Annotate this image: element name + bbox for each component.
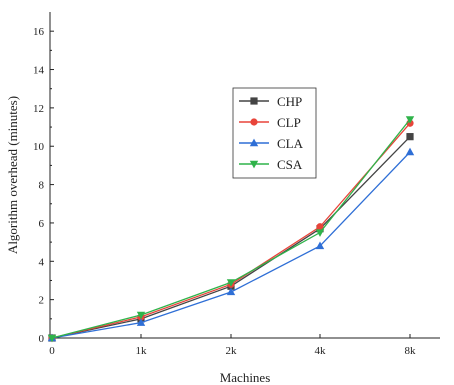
data-point	[136, 311, 146, 320]
legend-item-chp: CHP	[239, 94, 302, 109]
data-point	[226, 287, 236, 296]
legend-label: CHP	[277, 94, 302, 109]
series-clp	[48, 119, 414, 342]
data-point	[315, 241, 325, 250]
data-point	[316, 223, 324, 231]
series-line	[51, 118, 411, 339]
y-tick-label: 14	[33, 65, 45, 77]
data-point	[249, 138, 259, 147]
data-point	[249, 160, 259, 169]
y-tick-label: 6	[39, 218, 45, 230]
legend-label: CSA	[277, 157, 303, 172]
data-point	[226, 279, 236, 287]
data-point	[405, 116, 415, 124]
series-line	[51, 122, 411, 339]
legend-label: CLA	[277, 136, 304, 151]
data-point	[47, 334, 57, 343]
data-point	[136, 318, 146, 326]
series-line	[51, 151, 411, 339]
y-tick-label: 12	[33, 103, 44, 115]
x-tick-label: 2k	[226, 345, 238, 357]
y-tick-label: 2	[39, 295, 45, 307]
legend-item-clp: CLP	[239, 115, 301, 130]
x-tick-label: 1k	[136, 345, 148, 357]
legend-item-cla: CLA	[239, 136, 304, 151]
x-tick-label: 4k	[315, 345, 327, 357]
x-axis-title: Machines	[220, 370, 271, 385]
series-cla	[47, 147, 415, 342]
legend-box	[232, 87, 317, 179]
legend: CHP CLP CLA CSA	[232, 87, 317, 179]
y-tick-label: 8	[39, 180, 45, 192]
y-axis-title: Algorithm overhead (minutes)	[5, 96, 20, 254]
data-point	[315, 229, 325, 237]
x-tick-label: 8k	[405, 345, 417, 357]
series-group	[47, 116, 415, 343]
y-ticks: 0 2 4 6 8 10 12 14 16	[33, 26, 54, 345]
x-ticks: 0 1k 2k 4k 8k	[49, 334, 416, 357]
data-point	[405, 147, 415, 156]
series-line	[51, 136, 411, 339]
data-point	[250, 118, 258, 126]
x-tick-label: 0	[49, 345, 55, 357]
y-tick-label: 16	[33, 26, 45, 38]
series-chp	[48, 133, 414, 342]
data-point	[406, 133, 414, 141]
axes	[49, 12, 440, 339]
y-tick-label: 0	[39, 333, 45, 345]
data-point	[250, 97, 258, 105]
legend-item-csa: CSA	[239, 157, 303, 172]
y-tick-label: 4	[39, 256, 45, 268]
series-csa	[47, 116, 415, 343]
legend-label: CLP	[277, 115, 301, 130]
y-tick-label: 10	[33, 141, 45, 153]
